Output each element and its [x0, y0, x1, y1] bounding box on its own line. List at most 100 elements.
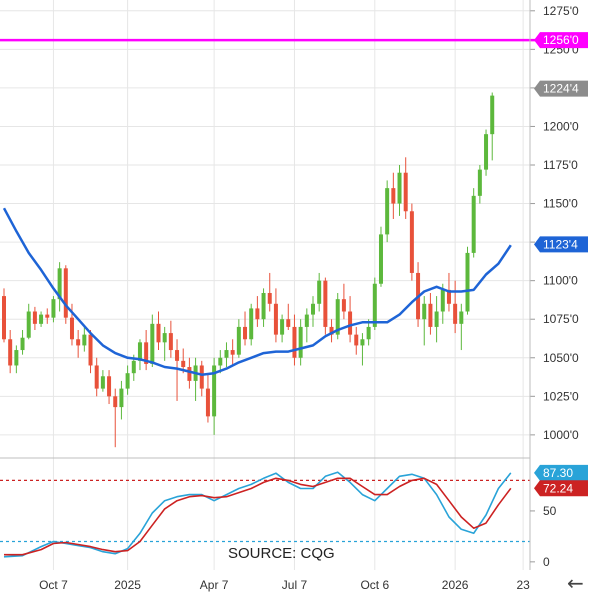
- candle-body: [224, 350, 229, 358]
- resistance-badge-label: 1256'0: [543, 33, 579, 47]
- candle: [45, 308, 50, 324]
- candle-body: [236, 326, 241, 355]
- candle-body: [144, 342, 149, 364]
- last-price-badge: 1224'4: [534, 80, 588, 97]
- candle-body: [385, 188, 390, 235]
- candle: [477, 165, 482, 204]
- candle-body: [292, 326, 297, 358]
- candle: [212, 357, 217, 435]
- candle: [119, 380, 124, 420]
- oscillator-axis: 0 50: [530, 504, 557, 569]
- candle: [280, 314, 285, 343]
- candle-body: [243, 326, 248, 340]
- stoch-d-badge-label: 72.24: [543, 481, 573, 495]
- candle-body: [397, 172, 402, 204]
- candle: [453, 280, 458, 334]
- stoch-k-line: [3, 471, 512, 558]
- candle-body: [20, 337, 25, 351]
- candle: [261, 288, 266, 327]
- candle: [329, 319, 334, 343]
- candle-body: [465, 252, 470, 312]
- candle-body: [119, 388, 124, 408]
- candle-body: [273, 303, 278, 335]
- price-tick-label: 1200'0: [543, 119, 579, 133]
- candle: [286, 303, 291, 331]
- time-tick-label: Apr 7: [200, 578, 229, 592]
- candle-body: [434, 311, 439, 327]
- candle-body: [39, 314, 44, 324]
- candle: [39, 311, 44, 327]
- candle: [76, 330, 81, 358]
- candle: [8, 330, 13, 374]
- candle-body: [94, 365, 99, 389]
- candle-body: [323, 280, 328, 327]
- candle-body: [335, 299, 340, 335]
- candle: [255, 296, 260, 327]
- candle: [428, 292, 433, 335]
- candle: [298, 319, 303, 366]
- candle: [273, 288, 278, 343]
- candle-body: [267, 292, 272, 304]
- candle: [317, 272, 322, 312]
- candle-body: [354, 334, 359, 346]
- candle: [205, 373, 210, 423]
- candle-body: [360, 339, 365, 346]
- stoch-k-badge: 87.30: [534, 464, 588, 481]
- candle: [267, 272, 272, 312]
- back-arrow-icon[interactable]: ←: [567, 571, 584, 595]
- candle: [82, 326, 87, 352]
- candle: [311, 296, 315, 327]
- candle: [348, 296, 353, 343]
- candle: [490, 92, 495, 161]
- candle: [243, 311, 248, 346]
- candle-body: [2, 296, 6, 340]
- candle-body: [187, 367, 192, 381]
- candle-body: [372, 283, 377, 327]
- candle-body: [156, 323, 161, 343]
- candle-body: [181, 360, 186, 368]
- candle-body: [32, 311, 37, 324]
- moving-average-badge: 1123'4: [534, 236, 588, 253]
- candle-body: [8, 339, 13, 366]
- candle: [230, 339, 235, 366]
- candle-body: [137, 342, 142, 361]
- last-price-badge-label: 1224'4: [543, 82, 579, 96]
- candle-body: [69, 317, 74, 340]
- candle: [459, 303, 464, 351]
- candle: [63, 265, 68, 324]
- candle-body: [378, 234, 383, 284]
- candle: [292, 314, 297, 366]
- candle: [156, 311, 161, 351]
- time-tick-label: 2025: [114, 578, 141, 592]
- time-tick-label: Jul 7: [282, 578, 308, 592]
- time-tick-label: 2026: [442, 578, 469, 592]
- stoch-d-badge: 72.24: [534, 480, 588, 497]
- candle-body: [205, 388, 210, 417]
- candle: [434, 296, 439, 343]
- candle-body: [428, 303, 433, 327]
- candle-body: [125, 373, 130, 389]
- candle-body: [311, 303, 315, 315]
- candle: [403, 157, 408, 219]
- candle: [94, 357, 99, 397]
- candle-body: [409, 211, 414, 273]
- candle-body: [100, 376, 105, 389]
- candle-body: [63, 268, 68, 318]
- candle: [150, 314, 155, 368]
- candle-body: [57, 268, 62, 300]
- candle-body: [113, 396, 118, 408]
- time-axis: Oct 7 2025 Apr 7 Jul 7 Oct 6 2026 23: [39, 578, 530, 592]
- candle: [113, 388, 118, 448]
- candle: [125, 365, 130, 395]
- price-tick-label: 1050'0: [543, 351, 579, 365]
- candle-body: [459, 311, 464, 324]
- price-tick-label: 1000'0: [543, 428, 579, 442]
- candle: [378, 226, 383, 287]
- grid: [0, 0, 530, 570]
- time-tick-label: Oct 6: [360, 578, 389, 592]
- candle-body: [107, 376, 112, 397]
- candle-body: [249, 308, 254, 340]
